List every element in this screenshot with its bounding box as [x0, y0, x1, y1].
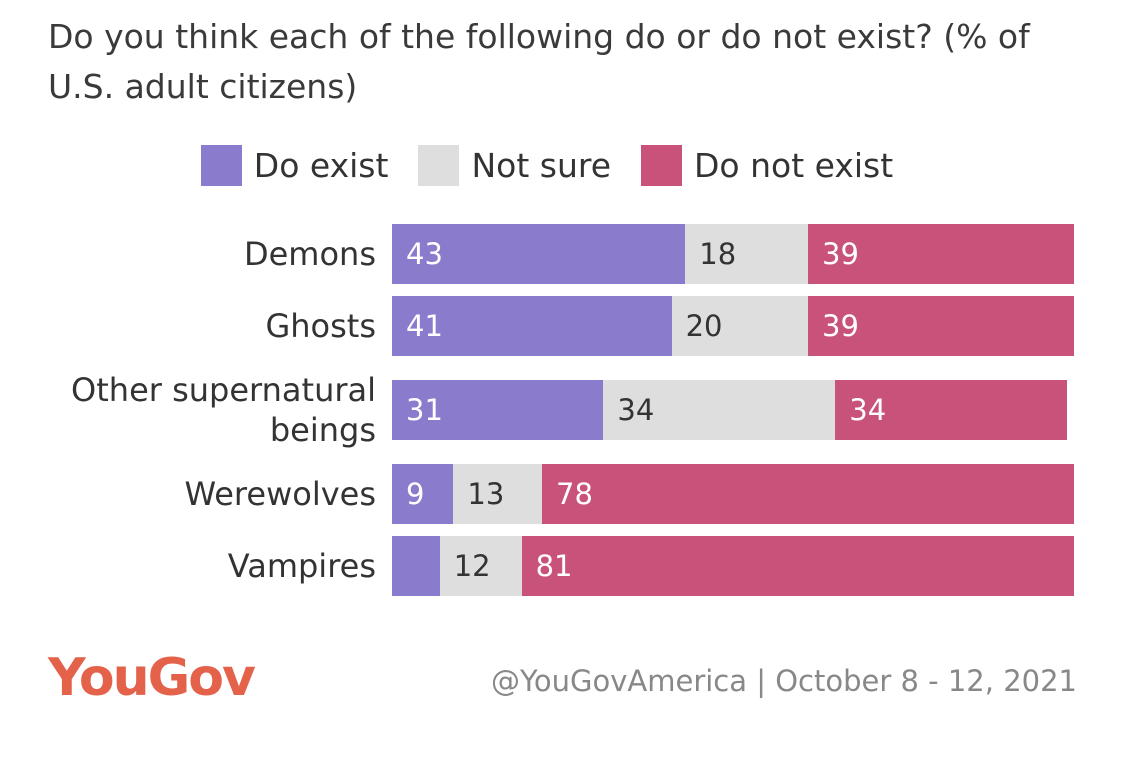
category-label: Other supernatural beings: [71, 371, 376, 449]
category-label: Vampires: [227, 547, 376, 585]
bar-segment: [835, 380, 1068, 440]
value-label: 41: [406, 309, 443, 343]
bar-segment: [542, 464, 1074, 524]
category-label: Ghosts: [265, 307, 376, 345]
value-label: 9: [406, 477, 425, 511]
value-label: 39: [822, 237, 859, 271]
legend-swatch: [200, 145, 242, 186]
bar-segment: [453, 464, 543, 524]
value-label: 43: [406, 237, 443, 271]
legend-swatch: [418, 145, 460, 186]
bar-segment: [392, 536, 440, 596]
source: @YouGovAmerica | October 8 - 12, 2021: [491, 664, 1077, 698]
bar-segment: [392, 464, 454, 524]
value-label: 12: [453, 549, 491, 583]
value-label: 18: [699, 237, 737, 271]
logo: YouGov: [48, 648, 256, 708]
legend-label: Do not exist: [694, 146, 894, 185]
bar-segment: [392, 296, 672, 356]
value-label: 39: [822, 309, 859, 343]
value-label: 13: [467, 477, 505, 511]
bar-segment: [439, 536, 522, 596]
legend-swatch: [641, 145, 683, 186]
bar-segment: [603, 380, 836, 440]
category-label: Werewolves: [184, 475, 376, 513]
chart-title: Do you think each of the following do or…: [48, 17, 1030, 106]
value-label: 31: [406, 393, 443, 427]
bar-segment: [392, 224, 686, 284]
legend: Do exist Not sure Do not exist: [0, 145, 1094, 186]
legend-label: Do exist: [253, 146, 389, 185]
category-label: Demons: [243, 235, 376, 273]
bar-segment: [808, 296, 1074, 356]
bar-segment: [521, 536, 1074, 596]
value-label: 20: [685, 309, 723, 343]
legend-label: Not sure: [471, 146, 612, 185]
legend-item: Do exist: [200, 145, 389, 186]
bar-segment: [685, 224, 808, 284]
bar-segment: [671, 296, 808, 356]
value-label: 34: [617, 393, 655, 427]
legend-item: Not sure: [418, 145, 611, 186]
bar-segment: [392, 380, 604, 440]
value-label: 81: [535, 549, 573, 583]
legend-item: Do not exist: [641, 145, 893, 186]
value-label: 78: [556, 477, 593, 511]
value-label: 34: [849, 393, 887, 427]
bar-segment: [808, 224, 1074, 284]
